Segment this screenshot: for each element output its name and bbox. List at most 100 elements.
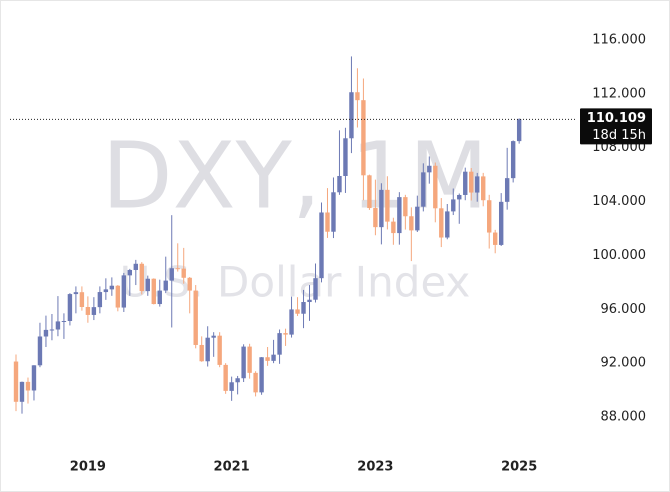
candle-body bbox=[193, 290, 198, 345]
candle-body bbox=[109, 285, 115, 290]
y-tick-label: 116.000 bbox=[592, 32, 646, 47]
candle-body bbox=[493, 232, 498, 245]
x-tick-label: 2023 bbox=[357, 460, 393, 475]
candle-body bbox=[235, 378, 240, 383]
candle-body bbox=[205, 337, 210, 362]
candle-body bbox=[475, 176, 480, 193]
candle-body bbox=[355, 92, 360, 101]
candle-body bbox=[498, 201, 504, 245]
candle-body bbox=[103, 289, 109, 293]
candle-body bbox=[457, 194, 462, 200]
candle-body bbox=[289, 309, 294, 335]
y-tick-label: 112.000 bbox=[592, 86, 646, 101]
y-tick-label: 88.000 bbox=[601, 410, 647, 425]
candle-body bbox=[37, 336, 43, 366]
candle-body bbox=[510, 141, 516, 179]
candle-body bbox=[187, 277, 192, 291]
candle-body bbox=[49, 329, 55, 331]
candle-body bbox=[133, 263, 138, 270]
candle-body bbox=[295, 309, 300, 314]
candle-body bbox=[73, 292, 79, 295]
candle-body bbox=[145, 278, 150, 292]
candle-body bbox=[361, 100, 366, 176]
candle-body bbox=[199, 344, 204, 362]
candle-body bbox=[55, 321, 61, 330]
candle-body bbox=[307, 299, 312, 303]
candle-body bbox=[253, 372, 258, 393]
candle-body bbox=[463, 171, 468, 195]
x-tick-label: 2019 bbox=[70, 460, 106, 475]
candle-body bbox=[169, 268, 174, 281]
candle-body bbox=[259, 357, 264, 393]
candle-body bbox=[265, 357, 270, 361]
candle-body bbox=[325, 212, 330, 232]
candle-body bbox=[97, 292, 103, 308]
candle-body bbox=[223, 364, 228, 391]
candle-body bbox=[487, 200, 492, 233]
candle-body bbox=[343, 138, 348, 176]
candle-body bbox=[481, 176, 486, 201]
last-price-label: 110.109 bbox=[587, 111, 646, 126]
y-tick-label: 92.000 bbox=[601, 356, 647, 371]
candle-body bbox=[163, 280, 168, 291]
last-price-box bbox=[580, 108, 652, 145]
candle-body bbox=[319, 212, 324, 279]
candle-body bbox=[349, 92, 354, 139]
candle-body bbox=[451, 199, 456, 212]
candle-body bbox=[85, 307, 91, 315]
y-tick-label: 96.000 bbox=[601, 302, 647, 317]
candle-body bbox=[241, 346, 246, 379]
candle-body bbox=[31, 365, 37, 391]
candle-body bbox=[271, 354, 276, 361]
countdown-label: 18d 15h bbox=[592, 128, 646, 143]
candle-body bbox=[373, 208, 378, 228]
candle-body bbox=[229, 382, 234, 391]
candle-body bbox=[313, 278, 318, 300]
watermark: DXY, 1M bbox=[102, 122, 488, 229]
candle-body bbox=[367, 175, 372, 209]
candle-body bbox=[19, 381, 25, 402]
candle-body bbox=[469, 171, 474, 193]
candle-body bbox=[409, 216, 414, 231]
candle-body bbox=[91, 307, 97, 315]
candle-body bbox=[151, 278, 156, 305]
candle-body bbox=[61, 321, 67, 323]
candle-body bbox=[79, 292, 85, 308]
candle-body bbox=[337, 175, 342, 193]
candle-body bbox=[121, 275, 127, 308]
x-tick-label: 2025 bbox=[501, 460, 537, 475]
candle-body bbox=[181, 268, 186, 278]
y-tick-label: 100.000 bbox=[592, 248, 646, 263]
candle-body bbox=[433, 165, 438, 209]
candle-body bbox=[217, 335, 222, 365]
candle-body bbox=[397, 197, 402, 234]
candle-body bbox=[504, 178, 510, 202]
candle-body bbox=[445, 211, 450, 238]
candle-body bbox=[385, 189, 390, 222]
candle-body bbox=[157, 290, 162, 305]
candle-body bbox=[403, 197, 408, 217]
y-tick-label: 104.000 bbox=[592, 194, 646, 209]
candle-body bbox=[516, 119, 522, 142]
candle-body bbox=[25, 381, 31, 391]
candle-body bbox=[421, 172, 426, 207]
candle-body bbox=[439, 208, 444, 238]
candle-body bbox=[139, 263, 144, 292]
candle-body bbox=[43, 329, 49, 337]
candle-body bbox=[115, 285, 121, 308]
candle-body bbox=[211, 335, 216, 338]
candle-body bbox=[331, 192, 336, 232]
candle-body bbox=[175, 268, 180, 270]
candle-body bbox=[415, 206, 420, 231]
candle-body bbox=[283, 333, 288, 335]
x-tick-label: 2021 bbox=[214, 460, 250, 475]
candle-body bbox=[301, 302, 306, 314]
candle-body bbox=[379, 189, 384, 228]
candle-body bbox=[277, 333, 282, 355]
candle-body bbox=[127, 269, 133, 276]
candle-body bbox=[13, 361, 19, 402]
candle-body bbox=[247, 346, 252, 373]
candle-body bbox=[427, 165, 432, 173]
